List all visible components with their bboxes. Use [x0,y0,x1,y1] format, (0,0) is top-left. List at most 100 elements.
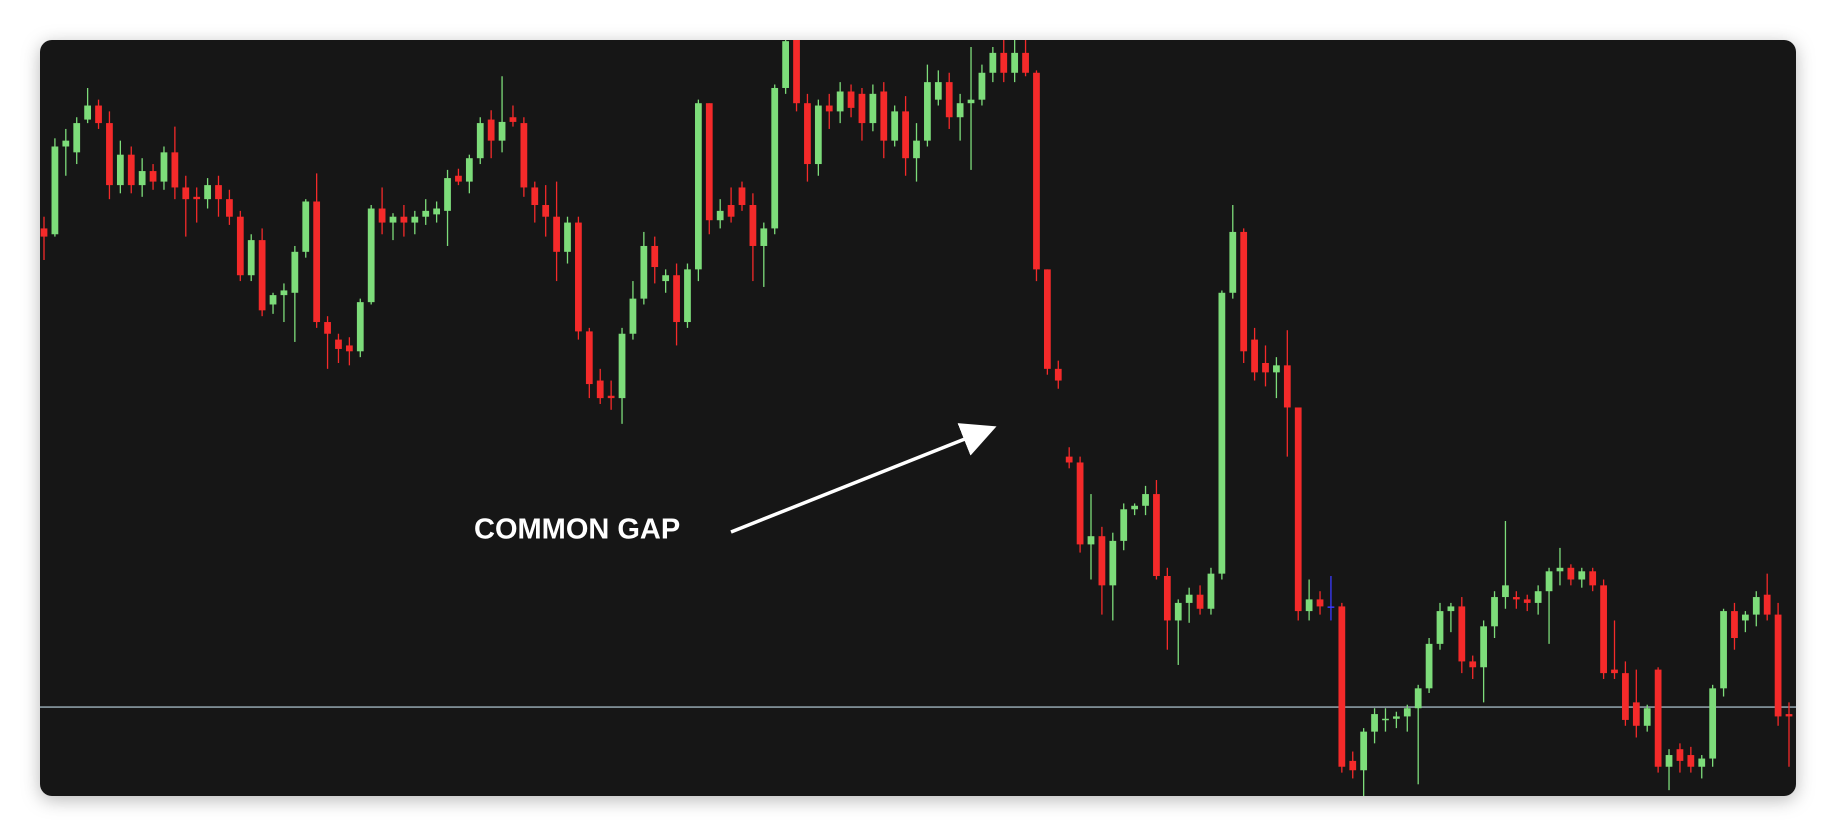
candle-body [411,216,419,223]
candle-body [1403,708,1411,717]
candle-body [509,117,517,122]
candle-body [51,146,59,235]
candle-body [1283,365,1291,408]
candle-body [585,331,593,385]
candle-body [716,210,724,221]
candle-body [825,105,833,112]
candle-body [258,240,266,311]
candle-body [1731,611,1738,639]
candle-body [1240,231,1248,352]
candle-body [422,210,430,217]
candle-body [771,87,779,229]
candle-body [640,245,648,299]
candle-body [95,105,102,124]
candle-body [749,205,757,246]
candle-body [1174,602,1182,621]
candle-body [444,178,451,211]
candle-body [1316,599,1324,607]
candle-body [465,158,473,182]
candle-body [73,123,81,153]
candle-body [138,171,146,186]
candle-body [269,295,277,305]
candle-body [1414,688,1422,709]
candle-body [1447,606,1455,612]
annotation: COMMON GAP [474,514,680,546]
candle-body [247,240,255,276]
candle-body [1578,571,1586,580]
plot-area [40,40,1796,796]
candle-body [880,91,888,141]
candle-body [1567,567,1575,580]
candle-body [891,111,899,141]
candle-body [978,72,986,100]
candle-body [1480,626,1488,668]
candle-body [989,52,997,73]
chart-card [40,40,1796,796]
candle-body [793,40,800,104]
candle-body [836,91,844,112]
candle-body [1218,292,1226,574]
candle-body [378,208,386,223]
candle-body [596,380,604,399]
candle-body [934,82,942,100]
candle-body [924,82,931,141]
candle-body [1622,673,1629,720]
candle-body [858,93,866,124]
candle-body [313,201,321,323]
candle-body [1349,760,1357,771]
candle-body [1458,606,1466,662]
candle-body [127,154,135,186]
candle-body [1469,661,1477,668]
candle-body [1741,614,1749,621]
candle-body [738,187,746,206]
candle-body [531,187,539,206]
candle-body [1153,494,1160,576]
candle-body [913,140,920,159]
candle-body [345,345,353,352]
candle-body [116,154,124,186]
candle-body [1632,702,1640,726]
candle-body [902,111,909,159]
candle-body [629,298,637,334]
candle-body [1523,599,1531,603]
candle-body [498,121,506,141]
candle-body [487,119,495,141]
candle-body [607,395,615,399]
candle-body [215,185,222,200]
candle-body [106,123,113,186]
candle-body [1425,643,1433,689]
candle-body [62,140,70,147]
candle-body [1545,571,1553,592]
candle-body [694,103,702,270]
candle-body [389,216,397,223]
candle-body [400,216,408,223]
candle-body [1382,718,1389,721]
candle-body [869,93,877,124]
candle-body [967,99,975,104]
candle-body [204,185,211,200]
candle-body [1076,462,1084,545]
candle-body [1338,606,1346,767]
candle-body [1273,365,1280,373]
candle-body [236,216,244,276]
candle-body [542,205,550,217]
candle-body [1687,755,1695,767]
candle-body [149,171,157,182]
candle-body [1327,606,1335,608]
candle-body [1665,755,1673,767]
candle-body [1643,708,1651,726]
candle-body [1371,714,1378,732]
candle-body [1033,72,1040,270]
candle-body [1752,597,1760,615]
candle-body [1589,571,1597,586]
candle-body [1556,567,1564,572]
candle-body [40,228,48,237]
candle-body [553,216,560,252]
candle-body [335,339,342,349]
candle-body [956,103,964,118]
candle-body [1207,573,1215,609]
candle-body [1785,714,1793,717]
candle-body [280,290,288,296]
